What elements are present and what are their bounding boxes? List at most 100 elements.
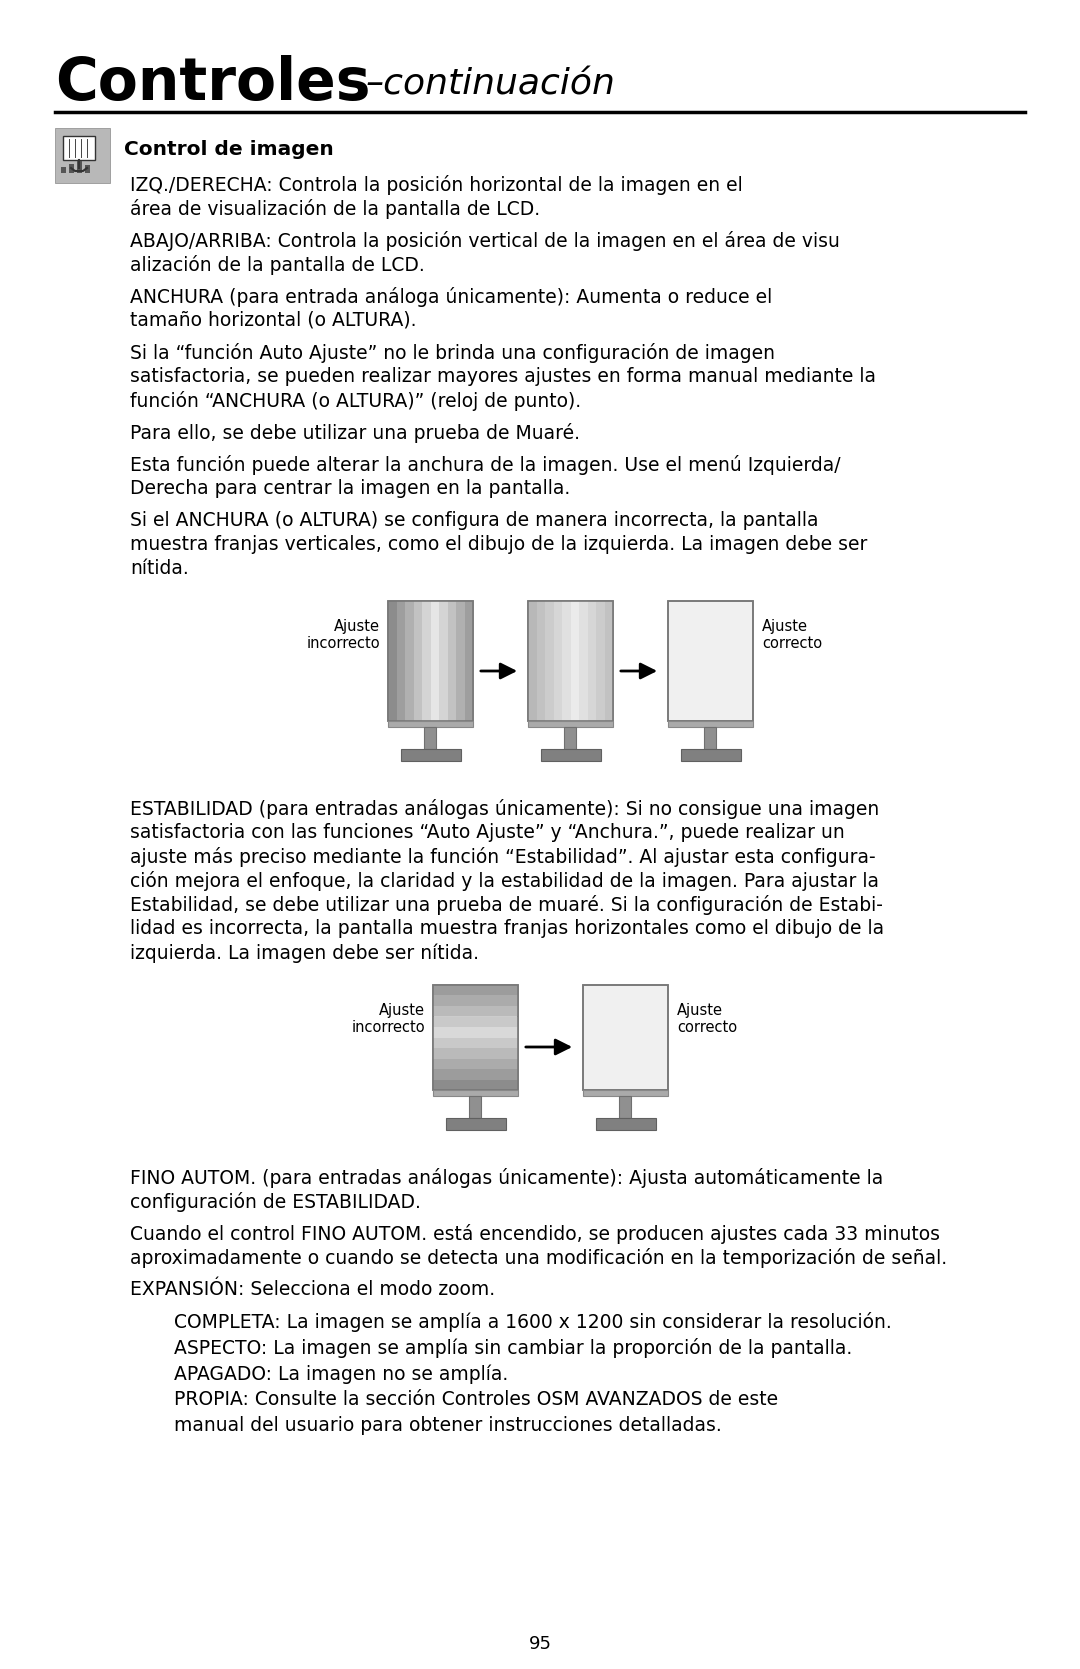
Bar [433,1070,518,1080]
Text: Si la “función Auto Ajuste” no le brinda una configuración de imagen: Si la “función Auto Ajuste” no le brinda… [130,344,775,362]
Text: Ajuste
incorrecto: Ajuste incorrecto [351,1003,426,1035]
Text: COMPLETA: La imagen se amplía a 1600 x 1200 sin considerar la resolución.: COMPLETA: La imagen se amplía a 1600 x 1… [150,1312,892,1332]
Bar [554,601,562,721]
Bar [77,160,82,174]
Text: –continuación: –continuación [365,68,615,102]
Bar [63,135,95,160]
Text: Ajuste
correcto: Ajuste correcto [762,619,822,651]
Text: aproximadamente o cuando se detecta una modificación en la temporización de seña: aproximadamente o cuando se detecta una … [130,1248,947,1268]
Text: configuración de ESTABILIDAD.: configuración de ESTABILIDAD. [130,1192,421,1212]
Bar [579,601,588,721]
Bar [541,749,600,761]
Text: Derecha para centrar la imagen en la pantalla.: Derecha para centrar la imagen en la pan… [130,479,570,497]
Text: Si el ANCHURA (o ALTURA) se configura de manera incorrecta, la pantalla: Si el ANCHURA (o ALTURA) se configura de… [130,511,819,531]
Text: Para ello, se debe utilizar una prueba de Muaré.: Para ello, se debe utilizar una prueba d… [130,422,580,442]
Text: alización de la pantalla de LCD.: alización de la pantalla de LCD. [130,255,424,275]
Bar [431,601,438,721]
Bar [545,601,554,721]
Bar [528,601,613,721]
Text: tamaño horizontal (o ALTURA).: tamaño horizontal (o ALTURA). [130,310,417,330]
Bar [433,995,518,1006]
Bar [605,601,613,721]
Bar [596,1118,656,1130]
Text: Control de imagen: Control de imagen [124,140,334,159]
Text: Estabilidad, se debe utilizar una prueba de muaré. Si la configuración de Estabi: Estabilidad, se debe utilizar una prueba… [130,895,882,915]
Bar [583,985,669,1090]
Bar [433,1058,518,1070]
Bar [669,721,753,728]
Bar [388,601,396,721]
Bar [433,1006,518,1016]
Bar [433,1048,518,1058]
Bar [85,165,90,174]
Bar [433,985,518,995]
Bar [469,1097,481,1118]
Text: manual del usuario para obtener instrucciones detalladas.: manual del usuario para obtener instrucc… [150,1415,721,1435]
Bar [60,167,66,174]
Bar [570,601,579,721]
Text: Esta función puede alterar la anchura de la imagen. Use el menú Izquierda/: Esta función puede alterar la anchura de… [130,456,840,476]
Bar [583,1090,669,1097]
Bar [388,601,473,721]
Text: Ajuste
incorrecto: Ajuste incorrecto [307,619,380,651]
Text: izquierda. La imagen debe ser nítida.: izquierda. La imagen debe ser nítida. [130,943,480,963]
Bar [433,1026,518,1038]
Bar [433,1090,518,1097]
Bar [562,601,570,721]
Text: EXPANSIÓN: Selecciona el modo zoom.: EXPANSIÓN: Selecciona el modo zoom. [130,1280,495,1298]
Bar [446,1118,505,1130]
Text: Controles: Controles [55,55,370,112]
Bar [433,1038,518,1048]
Text: ABAJO/ARRIBA: Controla la posición vertical de la imagen en el área de visu: ABAJO/ARRIBA: Controla la posición verti… [130,230,840,250]
Bar [69,164,75,174]
Text: función “ANCHURA (o ALTURA)” (reloj de punto).: función “ANCHURA (o ALTURA)” (reloj de p… [130,391,581,411]
Bar [401,749,460,761]
Bar [424,728,436,749]
Text: satisfactoria, se pueden realizar mayores ajustes en forma manual mediante la: satisfactoria, se pueden realizar mayore… [130,367,876,386]
Bar [456,601,464,721]
Bar [681,749,741,761]
Bar [528,721,613,728]
Bar [537,601,545,721]
Text: lidad es incorrecta, la pantalla muestra franjas horizontales como el dibujo de : lidad es incorrecta, la pantalla muestra… [130,920,885,938]
Bar [564,728,576,749]
Text: FINO AUTOM. (para entradas análogas únicamente): Ajusta automáticamente la: FINO AUTOM. (para entradas análogas únic… [130,1168,883,1188]
Bar [433,985,518,1090]
Bar [414,601,422,721]
Text: Cuando el control FINO AUTOM. está encendido, se producen ajustes cada 33 minuto: Cuando el control FINO AUTOM. está encen… [130,1223,940,1243]
Bar [528,601,613,721]
Text: PROPIA: Consulte la sección Controles OSM AVANZADOS de este: PROPIA: Consulte la sección Controles OS… [150,1390,778,1409]
Bar [396,601,405,721]
Text: satisfactoria con las funciones “Auto Ajuste” y “Anchura.”, puede realizar un: satisfactoria con las funciones “Auto Aj… [130,823,845,841]
Bar [528,601,537,721]
Text: ción mejora el enfoque, la claridad y la estabilidad de la imagen. Para ajustar : ción mejora el enfoque, la claridad y la… [130,871,879,891]
Text: ASPECTO: La imagen se amplía sin cambiar la proporción de la pantalla.: ASPECTO: La imagen se amplía sin cambiar… [150,1339,852,1359]
Bar [669,601,753,721]
Text: APAGADO: La imagen no se amplía.: APAGADO: La imagen no se amplía. [150,1364,509,1384]
Bar [438,601,447,721]
Bar [433,1016,518,1026]
Text: ajuste más preciso mediante la función “Estabilidad”. Al ajustar esta configura-: ajuste más preciso mediante la función “… [130,846,876,866]
Text: Ajuste
correcto: Ajuste correcto [677,1003,738,1035]
Bar [405,601,414,721]
Text: muestra franjas verticales, como el dibujo de la izquierda. La imagen debe ser: muestra franjas verticales, como el dibu… [130,536,867,554]
Bar [388,721,473,728]
Text: área de visualización de la pantalla de LCD.: área de visualización de la pantalla de … [130,199,540,219]
Bar [464,601,473,721]
Bar [588,601,596,721]
Text: IZQ./DERECHA: Controla la posición horizontal de la imagen en el: IZQ./DERECHA: Controla la posición horiz… [130,175,743,195]
Bar [447,601,456,721]
Bar [704,728,716,749]
Bar [433,1080,518,1090]
Bar [55,129,110,184]
Text: nítida.: nítida. [130,559,189,577]
Text: ANCHURA (para entrada análoga únicamente): Aumenta o reduce el: ANCHURA (para entrada análoga únicamente… [130,287,772,307]
Text: 95: 95 [528,1636,552,1652]
Bar [669,601,753,721]
Bar [619,1097,631,1118]
Bar [596,601,605,721]
Text: ESTABILIDAD (para entradas análogas únicamente): Si no consigue una imagen: ESTABILIDAD (para entradas análogas únic… [130,799,879,819]
Bar [583,985,669,1090]
Bar [388,601,473,721]
Bar [422,601,431,721]
